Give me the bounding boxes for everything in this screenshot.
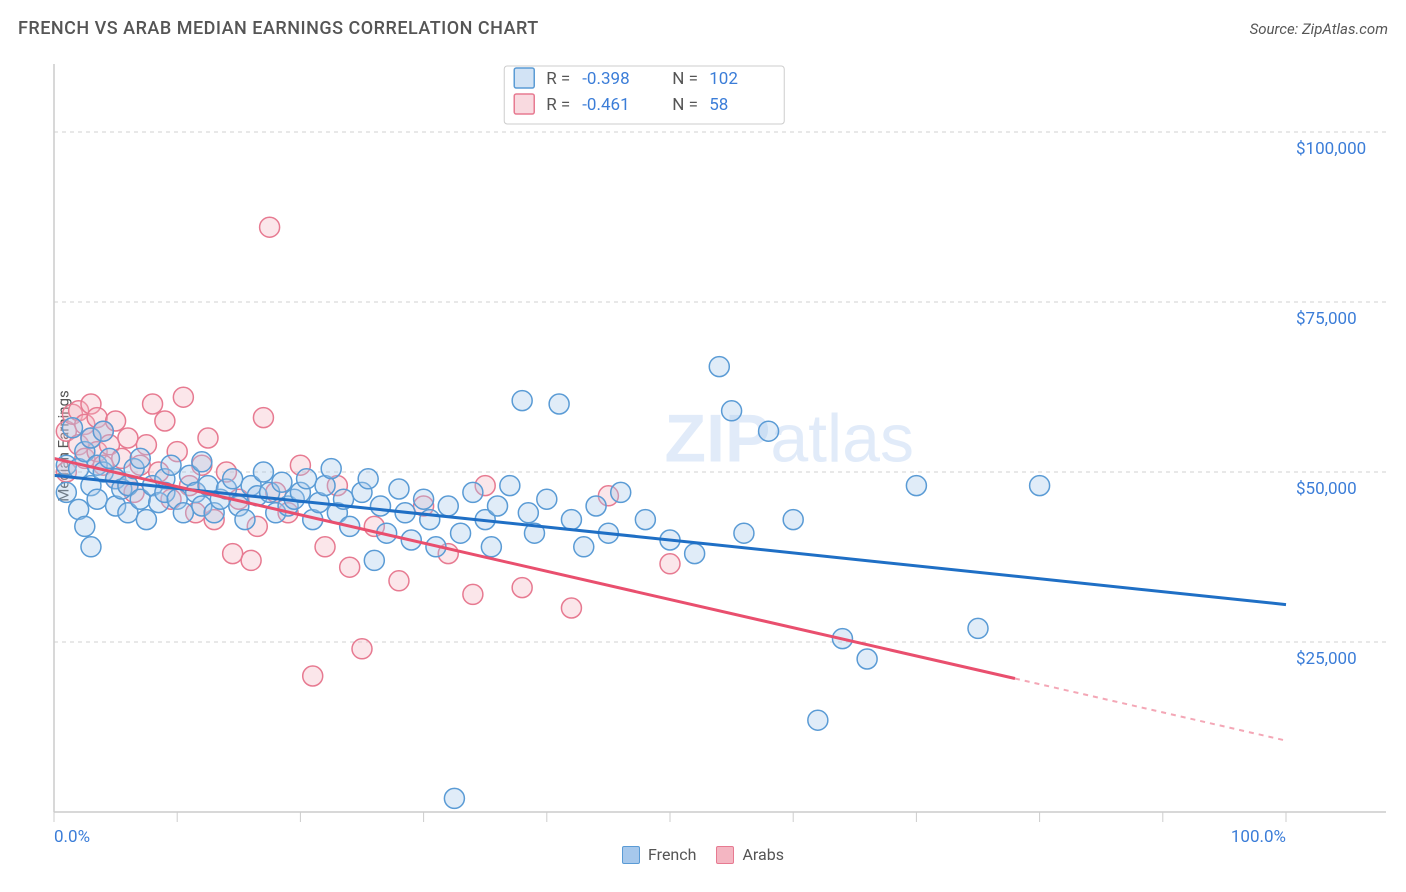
source-attribution: Source: ZipAtlas.com — [1250, 20, 1388, 38]
svg-text:R =: R = — [546, 95, 570, 115]
svg-text:$25,000: $25,000 — [1296, 649, 1357, 669]
svg-text:$50,000: $50,000 — [1296, 479, 1357, 499]
chart-title: FRENCH VS ARAB MEDIAN EARNINGS CORRELATI… — [18, 18, 539, 39]
svg-text:$100,000: $100,000 — [1296, 139, 1366, 159]
svg-text:N =: N = — [672, 69, 698, 89]
svg-text:102: 102 — [709, 69, 738, 89]
legend-item-french: French — [622, 845, 696, 864]
svg-text:100.0%: 100.0% — [1231, 827, 1286, 847]
svg-text:-0.398: -0.398 — [582, 69, 629, 89]
legend-item-arabs: Arabs — [716, 845, 784, 864]
svg-text:-0.461: -0.461 — [582, 95, 629, 115]
chart-area: $25,000$50,000$75,000$100,000ZIPatlas0.0… — [50, 60, 1386, 832]
series-legend: French Arabs — [0, 845, 1406, 864]
chart-container: FRENCH VS ARAB MEDIAN EARNINGS CORRELATI… — [0, 0, 1406, 892]
svg-text:0.0%: 0.0% — [54, 827, 90, 847]
header: FRENCH VS ARAB MEDIAN EARNINGS CORRELATI… — [18, 18, 1388, 39]
legend-swatch-french — [622, 846, 640, 864]
svg-text:ZIPatlas: ZIPatlas — [665, 400, 914, 476]
svg-text:R =: R = — [546, 69, 570, 89]
svg-text:58: 58 — [709, 95, 728, 115]
svg-text:N =: N = — [672, 95, 698, 115]
legend-label-arabs: Arabs — [742, 845, 784, 864]
legend-label-french: French — [648, 845, 696, 864]
scatter-plot-svg: $25,000$50,000$75,000$100,000ZIPatlas0.0… — [50, 60, 1386, 832]
legend-swatch-arabs — [716, 846, 734, 864]
svg-text:$75,000: $75,000 — [1296, 309, 1357, 329]
